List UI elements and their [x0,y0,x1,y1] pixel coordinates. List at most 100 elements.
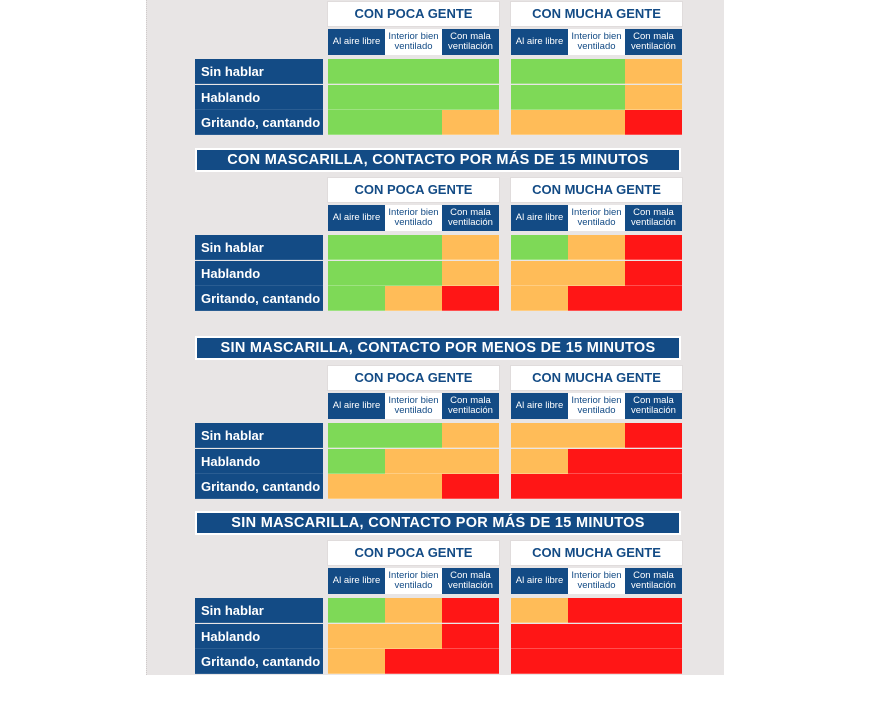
risk-cell-orange [442,235,499,260]
risk-cell-red [568,624,625,649]
column-header: Al aire libre [328,205,385,231]
column-header: Con mala ventilación [442,393,499,419]
section-title: SIN MASCARILLA, CONTACTO POR MENOS DE 15… [195,336,681,360]
risk-cell-orange [385,286,442,311]
risk-cell-red [511,624,568,649]
risk-cell-red [442,624,499,649]
risk-cell-red [625,649,682,674]
risk-cell-green [511,85,568,110]
risk-cell-red [625,423,682,448]
group-header-poca: CON POCA GENTE [328,366,499,390]
risk-cell-orange [328,624,385,649]
risk-cell-red [442,474,499,499]
risk-cell-orange [511,286,568,311]
risk-cell-green [385,110,442,135]
group-header-poca: CON POCA GENTE [328,541,499,565]
risk-cell-orange [511,110,568,135]
risk-cell-green [328,449,385,474]
risk-cell-green [442,59,499,84]
risk-cell-green [385,85,442,110]
risk-cell-red [511,649,568,674]
column-header: Con mala ventilación [625,205,682,231]
risk-cell-red [625,598,682,623]
risk-cell-orange [442,449,499,474]
risk-section: SIN MASCARILLA, CONTACTO POR MÁS DE 15 M… [0,511,870,701]
column-header: Con mala ventilación [625,568,682,594]
column-header: Interior bien ventilado [568,568,625,594]
risk-cell-red [511,474,568,499]
risk-section: CON POCA GENTE Al aire libre Interior bien… [0,0,870,162]
group-header-mucha: CON MUCHA GENTE [511,541,682,565]
risk-cell-orange [442,110,499,135]
section-title: SIN MASCARILLA, CONTACTO POR MÁS DE 15 M… [195,511,681,535]
row-label: Hablando [195,624,323,649]
row-label: Gritando, cantando [195,286,323,311]
risk-cell-green [328,85,385,110]
risk-cell-red [442,286,499,311]
risk-cell-green [568,85,625,110]
column-header: Con mala ventilación [625,393,682,419]
risk-cell-orange [511,449,568,474]
risk-cell-red [625,235,682,260]
risk-cell-orange [385,598,442,623]
risk-cell-green [328,110,385,135]
risk-cell-orange [625,59,682,84]
column-header: Interior bien ventilado [385,393,442,419]
risk-cell-red [625,449,682,474]
risk-cell-green [328,286,385,311]
row-label: Gritando, cantando [195,474,323,499]
risk-cell-red [625,110,682,135]
risk-cell-red [442,649,499,674]
risk-cell-red [568,649,625,674]
risk-cell-green [328,235,385,260]
column-header: Con mala ventilación [442,29,499,55]
group-header-poca: CON POCA GENTE [328,2,499,26]
row-label: Sin hablar [195,423,323,448]
risk-cell-red [568,598,625,623]
column-header: Con mala ventilación [442,568,499,594]
column-header: Al aire libre [328,393,385,419]
row-label: Gritando, cantando [195,649,323,674]
column-header: Al aire libre [511,393,568,419]
risk-cell-orange [568,423,625,448]
risk-cell-red [568,474,625,499]
row-label: Hablando [195,261,323,286]
risk-cell-red [625,624,682,649]
risk-cell-orange [328,649,385,674]
column-header: Al aire libre [511,568,568,594]
row-label: Gritando, cantando [195,110,323,135]
risk-cell-green [568,59,625,84]
column-header: Interior bien ventilado [568,393,625,419]
risk-cell-orange [442,261,499,286]
risk-cell-red [568,286,625,311]
risk-cell-green [385,261,442,286]
risk-cell-green [328,598,385,623]
risk-cell-green [328,59,385,84]
row-label: Sin hablar [195,598,323,623]
column-header: Al aire libre [511,205,568,231]
column-header: Interior bien ventilado [568,205,625,231]
risk-cell-orange [385,474,442,499]
group-header-mucha: CON MUCHA GENTE [511,178,682,202]
risk-cell-orange [568,261,625,286]
group-header-mucha: CON MUCHA GENTE [511,2,682,26]
risk-cell-red [625,286,682,311]
group-header-mucha: CON MUCHA GENTE [511,366,682,390]
column-header: Con mala ventilación [442,205,499,231]
risk-cell-red [442,598,499,623]
risk-cell-orange [385,449,442,474]
risk-cell-green [385,59,442,84]
risk-cell-green [385,235,442,260]
risk-cell-orange [385,624,442,649]
row-label: Hablando [195,85,323,110]
risk-cell-orange [568,110,625,135]
risk-cell-red [568,449,625,474]
risk-section: SIN MASCARILLA, CONTACTO POR MENOS DE 15… [0,336,870,526]
column-header: Interior bien ventilado [385,568,442,594]
risk-cell-orange [511,423,568,448]
risk-cell-red [625,261,682,286]
risk-cell-red [625,474,682,499]
column-header: Interior bien ventilado [385,29,442,55]
row-label: Sin hablar [195,235,323,260]
column-header: Con mala ventilación [625,29,682,55]
